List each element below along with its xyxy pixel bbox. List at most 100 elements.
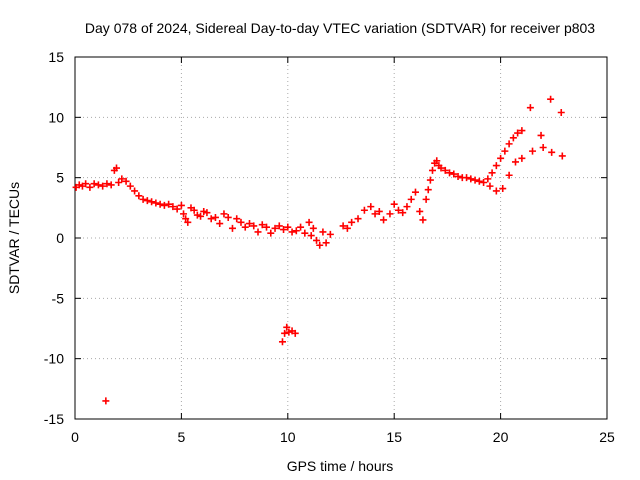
data-point	[539, 144, 547, 151]
data-point	[280, 226, 288, 234]
data-point	[263, 223, 271, 231]
data-point	[211, 213, 219, 221]
data-point	[258, 221, 266, 229]
data-point	[291, 329, 299, 337]
data-point	[237, 218, 245, 226]
data-point	[267, 229, 275, 237]
data-point	[547, 95, 555, 103]
data-point	[488, 169, 496, 177]
data-point	[115, 178, 123, 186]
x-axis-label: GPS time / hours	[287, 458, 394, 474]
data-point	[165, 200, 173, 208]
data-point	[390, 200, 398, 208]
data-point	[371, 210, 379, 218]
data-point	[486, 182, 494, 190]
data-point	[367, 203, 375, 211]
data-points	[72, 95, 566, 405]
data-point	[313, 236, 321, 244]
data-point	[467, 175, 475, 183]
y-tick-label: 15	[48, 49, 64, 65]
data-point	[285, 328, 293, 336]
data-point	[441, 166, 449, 174]
data-point	[354, 215, 362, 223]
data-point	[309, 224, 317, 232]
data-point	[281, 329, 289, 337]
data-point	[499, 185, 507, 193]
data-point	[86, 183, 94, 191]
data-point	[305, 218, 313, 226]
y-tick-label: -5	[52, 290, 65, 306]
data-point	[143, 197, 151, 205]
data-point	[173, 205, 181, 213]
data-point	[411, 188, 419, 196]
data-point	[118, 175, 126, 183]
y-tick-label: 0	[56, 230, 64, 246]
data-point	[122, 177, 130, 185]
data-point	[82, 180, 90, 188]
data-point	[505, 171, 513, 179]
data-point	[480, 178, 488, 186]
data-point	[193, 211, 201, 219]
data-point	[288, 228, 296, 236]
data-point	[319, 228, 327, 236]
data-point	[284, 223, 292, 231]
data-point	[94, 181, 102, 189]
data-point	[220, 210, 228, 218]
data-point	[484, 175, 492, 183]
data-point	[271, 224, 279, 232]
data-point	[501, 147, 509, 155]
y-tick-label: 5	[56, 170, 64, 186]
y-tick-label: 10	[48, 109, 64, 125]
data-point	[102, 397, 110, 405]
data-point	[518, 154, 526, 162]
x-tick-label: 10	[280, 429, 296, 445]
y-tick-label: -10	[44, 351, 64, 367]
x-tick-label: 0	[71, 429, 79, 445]
data-point	[200, 207, 208, 215]
x-tick-labels: 0 5 10 15 20 25	[71, 429, 615, 445]
data-point	[228, 224, 236, 232]
data-point	[148, 198, 156, 206]
data-point	[177, 201, 185, 209]
data-point	[429, 166, 437, 174]
axis-ticks	[74, 56, 608, 420]
data-point	[509, 134, 517, 142]
data-point	[241, 223, 249, 231]
data-point	[297, 223, 305, 231]
data-point	[399, 209, 407, 217]
data-point	[169, 203, 177, 211]
data-point	[511, 158, 519, 166]
data-point	[152, 199, 160, 207]
data-point	[424, 186, 432, 194]
data-point	[139, 195, 147, 203]
data-point	[557, 109, 565, 117]
data-point	[197, 212, 205, 220]
grid-lines	[75, 57, 607, 419]
data-point	[514, 129, 522, 137]
data-point	[112, 164, 120, 172]
data-point	[275, 222, 283, 230]
data-point	[99, 182, 107, 190]
data-point	[182, 215, 190, 223]
chart-title: Day 078 of 2024, Sidereal Day-to-day VTE…	[85, 20, 595, 36]
data-point	[316, 241, 324, 249]
data-point	[160, 201, 168, 209]
data-point	[422, 195, 430, 203]
data-point	[75, 181, 83, 189]
data-point	[416, 207, 424, 215]
data-point	[203, 209, 211, 217]
data-point	[131, 187, 139, 195]
data-point	[526, 104, 534, 112]
data-point	[292, 227, 300, 235]
data-point	[386, 210, 394, 218]
data-point	[156, 200, 164, 208]
data-point	[446, 169, 454, 177]
data-point	[307, 232, 315, 240]
x-tick-label: 5	[178, 429, 186, 445]
data-point	[419, 216, 427, 224]
data-point	[463, 174, 471, 182]
data-point	[380, 216, 388, 224]
data-point	[216, 220, 224, 228]
data-point	[433, 157, 441, 165]
data-point	[322, 239, 330, 247]
